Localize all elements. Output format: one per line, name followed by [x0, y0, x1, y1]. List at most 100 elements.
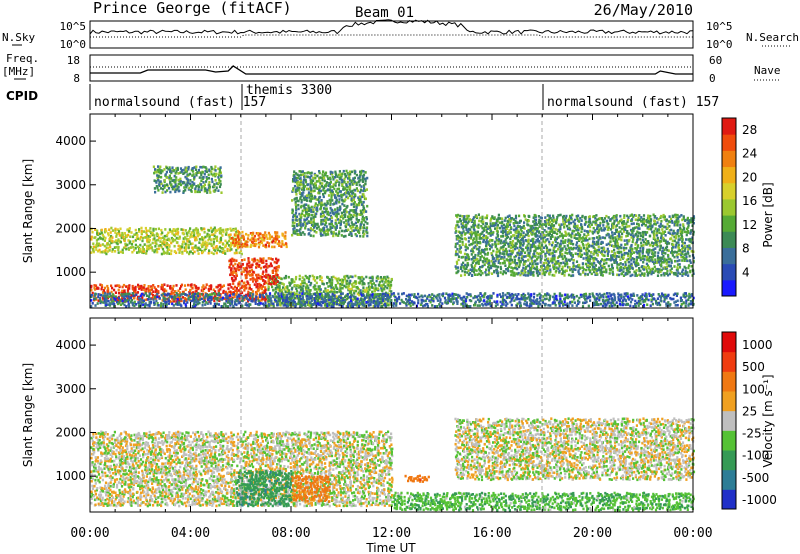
power-echo-cell	[151, 231, 154, 235]
power-echo-cell	[485, 248, 488, 251]
power-echo-cell	[162, 250, 165, 254]
power-echo-cell	[168, 248, 171, 251]
power-echo-cell	[601, 236, 604, 239]
power-echo-cell	[366, 176, 369, 180]
power-echo-cell	[605, 268, 608, 271]
power-echo-cell	[645, 242, 648, 246]
power-echo-cell	[173, 244, 176, 248]
power-echo-cell	[562, 214, 565, 218]
power-echo-cell	[143, 288, 146, 292]
power-echo-cell	[94, 284, 98, 287]
power-echo-cell	[177, 244, 180, 248]
power-echo-cell	[228, 235, 231, 239]
power-echo-cell	[139, 285, 142, 288]
power-echo-cell	[252, 299, 256, 302]
power-echo-cell	[369, 280, 372, 283]
power-echo-cell	[615, 255, 618, 258]
power-echo-cell	[278, 276, 281, 279]
power-echo-cell	[578, 220, 581, 223]
power-echo-cell	[347, 196, 350, 200]
power-echo-cell	[342, 280, 345, 284]
power-echo-cell	[230, 236, 233, 240]
power-echo-cell	[121, 251, 124, 254]
power-echo-cell	[274, 295, 277, 298]
power-echo-cell	[107, 232, 110, 235]
power-echo-cell	[293, 291, 296, 295]
power-echo-cell	[588, 217, 591, 221]
power-echo-cell	[277, 264, 280, 268]
power-echo-cell	[611, 231, 614, 234]
power-echo-cell	[454, 265, 457, 268]
power-echo-cell	[467, 240, 470, 243]
power-echo-cell	[508, 214, 511, 218]
power-echo-cell	[558, 270, 561, 273]
power-echo-cell	[605, 261, 608, 265]
power-echo-cell	[181, 169, 184, 172]
power-echo-cell	[359, 234, 362, 238]
power-echo-cell	[177, 172, 180, 175]
power-echo-cell	[498, 226, 501, 230]
power-echo-cell	[126, 287, 130, 290]
power-echo-cell	[489, 234, 492, 237]
power-echo-cell	[191, 234, 194, 238]
power-echo-cell	[299, 288, 302, 291]
power-echo-cell	[165, 293, 168, 297]
power-echo-cell	[152, 233, 155, 236]
power-echo-cell	[341, 286, 344, 290]
power-echo-cell	[133, 289, 136, 293]
power-echo-cell	[278, 284, 281, 288]
power-echo-cell	[235, 286, 238, 290]
power-echo-cell	[107, 288, 110, 292]
power-echo-cell	[122, 246, 126, 250]
power-echo-cell	[271, 258, 274, 261]
power-echo-cell	[182, 172, 185, 175]
power-echo-cell	[357, 276, 360, 279]
power-echo-cell	[657, 251, 660, 255]
power-echo-cell	[237, 284, 240, 287]
power-echo-cell	[541, 223, 544, 226]
power-echo-cell	[134, 285, 137, 289]
power-echo-cell	[496, 265, 499, 269]
power-echo-cell	[473, 228, 476, 232]
power-echo-cell	[383, 287, 386, 291]
power-echo-cell	[218, 245, 221, 249]
power-echo-cell	[649, 214, 652, 218]
power-echo-cell	[616, 266, 619, 269]
power-echo-cell	[189, 235, 192, 239]
power-echo-cell	[357, 291, 360, 294]
power-echo-cell	[111, 248, 114, 251]
power-echo-cell	[155, 242, 158, 245]
power-echo-cell	[654, 251, 657, 254]
power-echo-cell	[351, 275, 354, 279]
power-echo-cell	[660, 240, 663, 243]
power-echo-cell	[277, 288, 280, 292]
power-echo-cell	[260, 287, 263, 290]
power-echo-cell	[519, 242, 523, 245]
power-echo-cell	[356, 302, 359, 305]
power-echo-cell	[314, 215, 317, 218]
power-echo-cell	[252, 260, 255, 263]
power-echo-cell	[161, 247, 165, 251]
power-echo-cell	[168, 244, 171, 247]
power-echo-cell	[638, 218, 641, 221]
power-echo-cell	[504, 264, 507, 267]
power-echo-cell	[555, 266, 558, 269]
power-echo-cell	[460, 274, 463, 277]
power-echo-cell	[212, 174, 215, 177]
power-echo-cell	[194, 187, 197, 190]
power-echo-cell	[327, 194, 331, 197]
power-echo-cell	[212, 248, 216, 251]
power-echo-cell	[617, 255, 620, 258]
power-echo-cell	[295, 218, 298, 222]
power-echo-cell	[350, 291, 353, 294]
power-echo-cell	[248, 261, 251, 264]
power-echo-cell	[362, 223, 366, 227]
power-echo-cell	[554, 228, 557, 231]
power-echo-cell	[374, 287, 377, 290]
power-echo-cell	[326, 298, 329, 302]
power-echo-cell	[359, 289, 362, 292]
power-echo-cell	[240, 252, 243, 256]
power-echo-cell	[645, 262, 648, 266]
power-echo-cell	[155, 181, 158, 184]
power-echo-cell	[193, 166, 196, 169]
